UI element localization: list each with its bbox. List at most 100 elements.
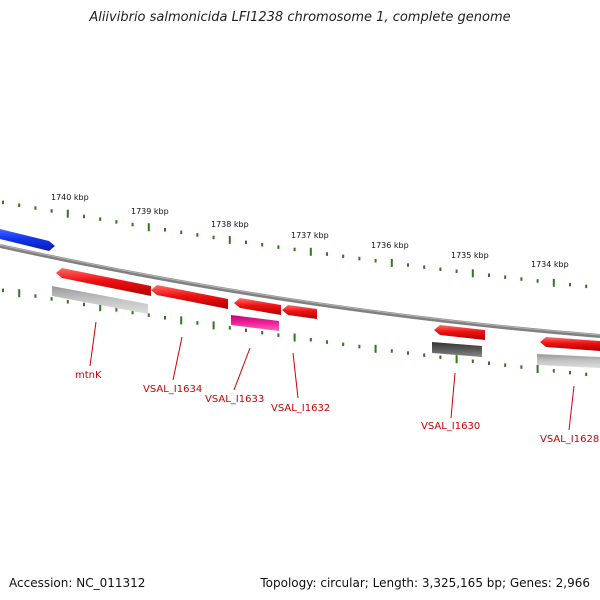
scale-tick [50,297,53,301]
scale-tick [569,282,571,287]
scale-tick [180,230,183,235]
scale-tick [147,223,150,232]
scale-tick [309,247,312,256]
scale-tick [83,214,85,219]
scale-tick [99,217,102,221]
scale-tick [18,289,21,298]
scale-tick [504,275,507,279]
scale-tick [488,361,490,365]
scale-tick [407,351,409,355]
scale-tick [228,326,231,330]
gene-label[interactable]: VSAL_I1634 [143,384,202,395]
accession-text: Accession: NC_011312 [9,576,146,590]
gene-vsal_i1634[interactable] [151,285,228,309]
scale-tick [164,228,166,232]
scale-tick [2,288,4,293]
map-title: Aliivibrio salmonicida LFI1238 chromosom… [89,10,511,25]
gene-label-line [292,352,299,399]
scale-tick [293,333,296,342]
gene-label-line [233,347,251,391]
scale-tick [293,247,296,252]
gene-label-line [172,336,183,381]
scale-tick [309,338,312,342]
scale-tick [50,209,53,213]
scale-tick [115,308,118,312]
scale-tick [471,269,474,278]
scale-ticks-inner [2,288,588,377]
scale-tick [504,363,507,367]
scale-tick [164,316,166,320]
scale-tick [245,240,247,245]
scale-tick [115,220,118,224]
scale-tick [585,372,588,377]
scale-tick [358,344,361,349]
scale-tick [536,279,539,283]
gene-feature[interactable] [52,286,148,314]
gene-vsal_i1632[interactable] [282,305,317,319]
scale-tick [569,370,571,375]
gene-feature[interactable] [432,342,482,357]
scale-tick [245,328,247,333]
gene-label-line [568,385,575,431]
scale-label: 1739 kbp [131,207,169,216]
scale-tick [212,321,215,330]
scale-tick [342,342,345,347]
scale-tick [228,235,231,244]
scale-tick [66,300,69,304]
gene-label-line [450,372,456,419]
scale-tick [374,259,377,263]
scale-tick [261,331,264,335]
gene-label-line [89,321,97,367]
gene-label[interactable]: VSAL_I1628 [540,434,599,445]
scale-tick [488,273,490,277]
genome-backbone-highlight [0,244,600,336]
scale-tick [196,321,199,325]
scale-tick [66,209,69,218]
scale-tick [439,267,442,271]
scale-tick [99,303,102,312]
scale-tick [18,203,21,207]
scale-tick [180,316,183,325]
gene-feature[interactable] [537,354,600,368]
scale-tick [277,333,280,337]
gene-mtnk[interactable] [56,268,151,296]
gene-vsal_i1628[interactable] [540,337,600,351]
scale-label: 1737 kbp [291,231,329,240]
scale-tick [552,369,555,373]
gene-vsal_i1630[interactable] [434,325,485,340]
scale-tick [407,263,409,267]
gene-label[interactable]: mtnK [75,370,102,381]
scale-tick [34,206,37,210]
scale-tick [147,313,150,317]
genome-backbone [0,244,600,338]
scale-tick [261,243,264,247]
gene-label[interactable]: VSAL_I1632 [271,403,330,414]
scale-label: 1738 kbp [211,220,249,229]
scale-tick [34,294,37,298]
gene-vsal_i1633[interactable] [234,298,281,315]
gene-feature[interactable] [231,315,279,331]
scale-tick [585,284,588,289]
scale-tick [423,353,426,357]
scale-tick [326,252,328,256]
scale-tick [342,254,345,259]
scale-tick [423,265,426,269]
scale-tick [374,344,377,353]
gene-feature[interactable] [0,229,55,251]
scale-tick [520,277,523,281]
gene-label[interactable]: VSAL_I1633 [205,394,264,405]
scale-label: 1740 kbp [51,193,89,202]
scale-label: 1736 kbp [371,241,409,250]
scale-tick [326,340,328,344]
scale-label: 1734 kbp [531,260,569,269]
scale-labels: 1740 kbp 1739 kbp 1738 kbp 1737 kbp 1736 kbp… [51,193,569,269]
scale-tick [131,222,134,227]
scale-tick [552,278,555,287]
scale-tick [390,349,393,353]
scale-tick [471,359,474,363]
scale-tick [83,302,85,307]
gene-label[interactable]: VSAL_I1630 [421,421,480,432]
scale-tick [390,258,393,267]
